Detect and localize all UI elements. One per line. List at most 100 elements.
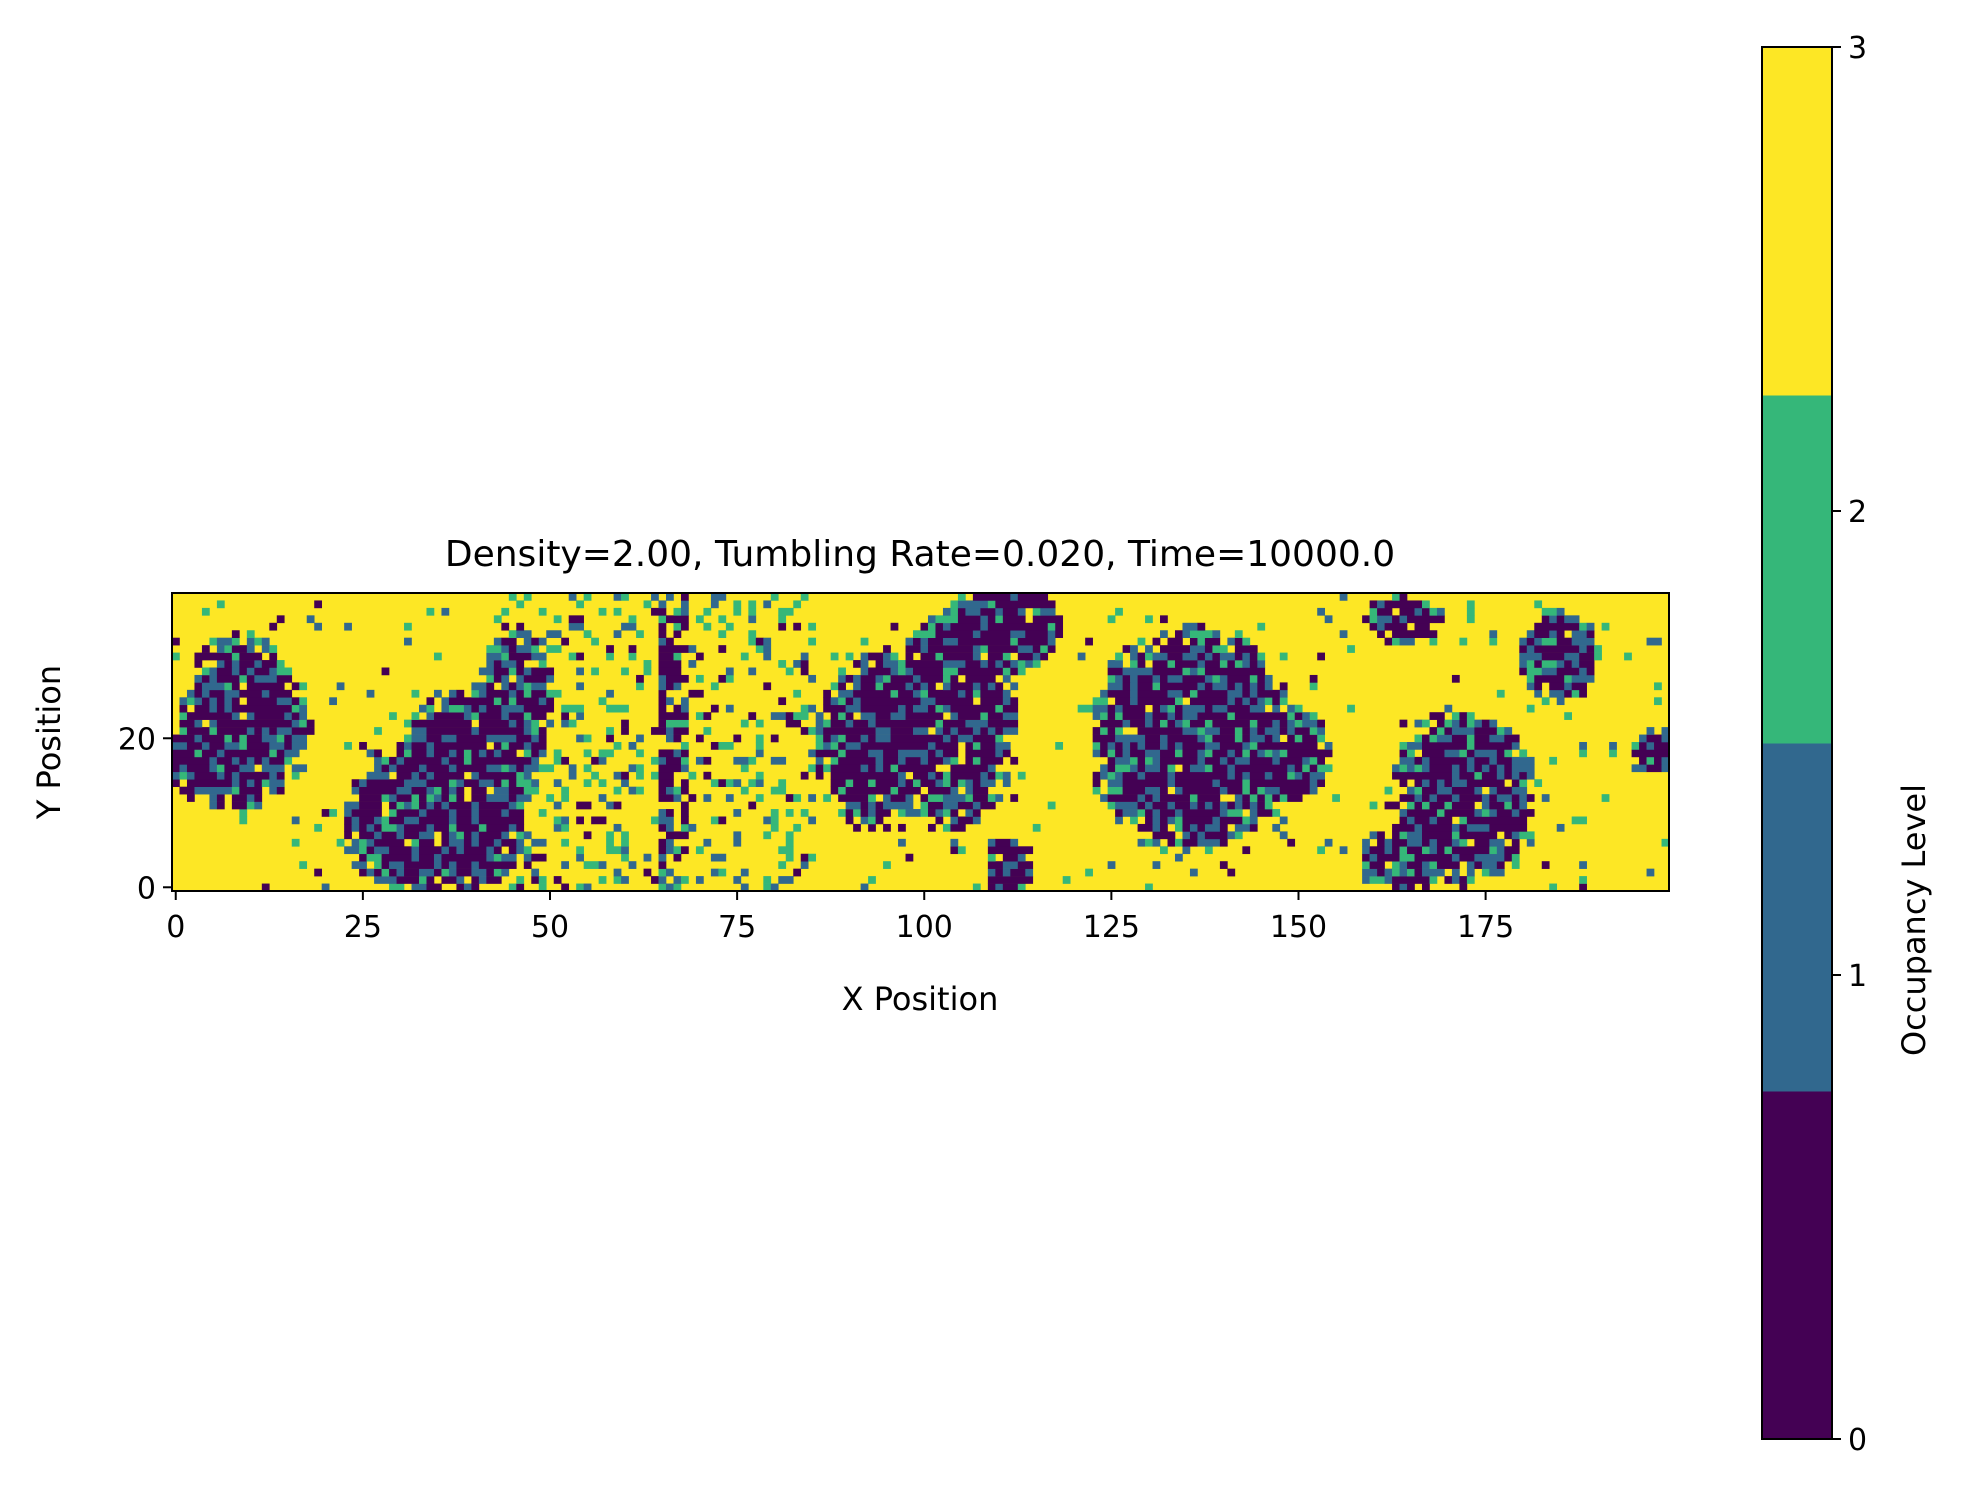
heatmap-cell bbox=[972, 630, 981, 638]
heatmap-cell bbox=[1444, 719, 1453, 728]
heatmap-cell bbox=[658, 846, 667, 855]
heatmap-cell bbox=[1422, 749, 1445, 758]
heatmap-cell bbox=[1309, 674, 1318, 683]
heatmap-cell bbox=[628, 645, 637, 653]
heatmap-cell bbox=[935, 779, 944, 787]
heatmap-cell bbox=[172, 779, 180, 787]
heatmap-cell bbox=[1234, 630, 1243, 638]
heatmap-cell bbox=[957, 816, 974, 825]
heatmap-cell bbox=[927, 689, 959, 698]
heatmap-cell bbox=[471, 801, 480, 810]
heatmap-cell bbox=[186, 779, 233, 787]
heatmap-cell bbox=[261, 645, 270, 653]
heatmap-cell bbox=[1145, 883, 1153, 892]
heatmap-cell bbox=[927, 823, 936, 832]
heatmap-cell bbox=[538, 883, 547, 892]
heatmap-cell bbox=[725, 704, 734, 713]
heatmap-cell bbox=[1160, 816, 1168, 825]
heatmap-cell bbox=[1227, 749, 1236, 758]
heatmap-cell bbox=[261, 689, 270, 698]
heatmap-cell bbox=[523, 771, 532, 780]
heatmap-cell bbox=[1556, 660, 1565, 668]
heatmap-cell bbox=[231, 652, 240, 661]
heatmap-cell bbox=[1496, 756, 1513, 765]
heatmap-cell bbox=[987, 853, 996, 862]
heatmap-cell bbox=[1257, 660, 1266, 668]
heatmap-cell bbox=[755, 779, 764, 787]
heatmap-cell bbox=[1010, 630, 1026, 638]
heatmap-cell bbox=[913, 630, 936, 638]
heatmap-cell bbox=[1549, 756, 1558, 765]
heatmap-cell bbox=[231, 712, 240, 720]
heatmap-cell bbox=[643, 667, 652, 676]
y-axis: 020 bbox=[118, 722, 172, 906]
heatmap-cell bbox=[1242, 846, 1251, 855]
heatmap-cell bbox=[1459, 883, 1468, 892]
heatmap-cell bbox=[1399, 637, 1415, 646]
heatmap-cell bbox=[433, 868, 442, 877]
heatmap-cell bbox=[658, 861, 667, 869]
heatmap-cell bbox=[1047, 637, 1056, 646]
heatmap-cell bbox=[1362, 846, 1370, 855]
heatmap-cell bbox=[823, 689, 831, 698]
heatmap-cell bbox=[546, 630, 562, 638]
heatmap-cell bbox=[1661, 734, 1670, 743]
heatmap-cell bbox=[501, 607, 510, 616]
heatmap-cell bbox=[1204, 667, 1266, 676]
heatmap-cell bbox=[890, 712, 906, 720]
heatmap-cell bbox=[538, 876, 547, 884]
heatmap-cell bbox=[433, 689, 442, 698]
heatmap-cell bbox=[216, 764, 225, 773]
heatmap-cell bbox=[875, 660, 884, 668]
heatmap-cell bbox=[1189, 645, 1206, 653]
colorbar-segment bbox=[1762, 1091, 1832, 1440]
heatmap-cell bbox=[1511, 853, 1520, 862]
heatmap-cell bbox=[980, 689, 1004, 698]
heatmap-cell bbox=[209, 764, 218, 773]
heatmap-cell bbox=[1002, 660, 1011, 668]
heatmap-cell bbox=[1257, 794, 1266, 802]
heatmap-cell bbox=[1219, 786, 1228, 795]
heatmap-cell bbox=[1197, 823, 1206, 832]
heatmap-cell bbox=[1227, 868, 1236, 877]
heatmap-cell bbox=[1197, 838, 1221, 847]
heatmap-cell bbox=[1444, 704, 1453, 713]
heatmap-cell bbox=[927, 794, 944, 802]
heatmap-cell bbox=[1130, 749, 1146, 758]
heatmap-cell bbox=[628, 786, 637, 795]
heatmap-cell bbox=[531, 682, 547, 691]
heatmap-cell bbox=[426, 704, 435, 713]
heatmap-cell bbox=[1571, 630, 1587, 638]
heatmap-cell bbox=[1167, 734, 1198, 743]
heatmap-cell bbox=[658, 764, 682, 773]
heatmap-cell bbox=[1219, 861, 1228, 869]
heatmap-cell bbox=[478, 704, 487, 713]
heatmap-cell bbox=[576, 682, 584, 691]
heatmap-cell bbox=[1422, 607, 1430, 616]
heatmap-cell bbox=[389, 883, 405, 892]
heatmap-cell bbox=[598, 861, 607, 869]
heatmap-cell bbox=[621, 779, 629, 787]
heatmap-cell bbox=[1002, 779, 1011, 787]
heatmap-cell bbox=[965, 689, 974, 698]
heatmap-cell bbox=[718, 742, 734, 750]
heatmap-cell bbox=[1436, 734, 1453, 743]
heatmap-cell bbox=[838, 756, 876, 765]
heatmap-cell bbox=[1429, 734, 1438, 743]
heatmap-cell bbox=[748, 600, 757, 609]
heatmap-cell bbox=[508, 652, 532, 661]
heatmap-cell bbox=[194, 719, 203, 728]
heatmap-cell bbox=[823, 727, 876, 735]
heatmap-cell bbox=[636, 734, 644, 743]
heatmap-cell bbox=[613, 607, 622, 616]
heatmap-cell bbox=[179, 727, 188, 735]
heatmap-cell bbox=[426, 697, 435, 706]
heatmap-cell bbox=[1002, 667, 1011, 676]
heatmap-cell bbox=[1197, 801, 1206, 810]
heatmap-cell bbox=[942, 727, 951, 735]
heatmap-cell bbox=[950, 607, 959, 616]
heatmap-cell bbox=[411, 689, 420, 698]
heatmap-cell bbox=[209, 756, 218, 765]
x-tick-label: 125 bbox=[1083, 910, 1140, 945]
heatmap-cell bbox=[209, 719, 218, 728]
